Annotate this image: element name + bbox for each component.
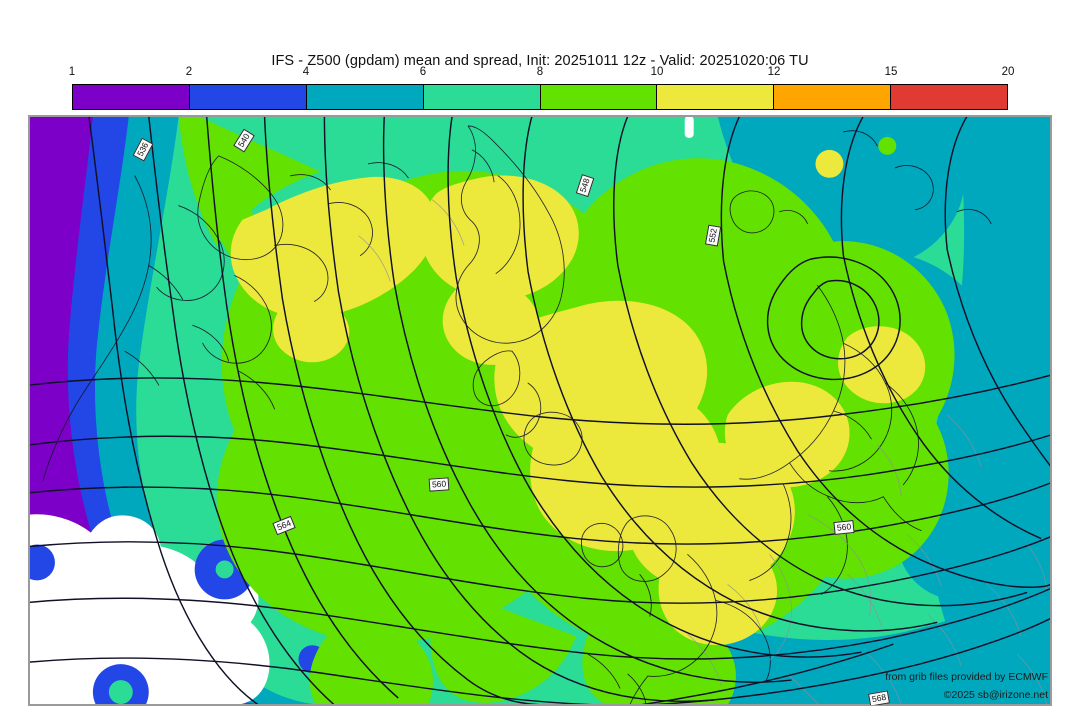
colorbar-segment-6-8 [423,85,541,109]
colorbar-segment-12-15 [774,85,892,109]
contour-label: 560 [428,477,450,492]
colorbar-segments [72,84,1008,110]
colorbar-tick-8: 8 [536,66,544,78]
colorbar: 1 2 4 6 8 10 12 15 20 [69,66,1014,110]
colorbar-segment-15-20 [891,85,1007,109]
map-canvas[interactable]: 536 540 548 552 560 560 564 568 [28,115,1052,706]
colorbar-tick-6: 6 [419,66,427,78]
country-border-layer [358,199,1048,705]
colorbar-segment-10-12 [657,85,775,109]
colorbar-segment-1-2 [73,85,190,109]
contour-label: 568 [868,690,891,705]
colorbar-segment-8-10 [540,85,658,109]
copyright-credit: ©2025 sb@irizone.net [943,689,1048,701]
data-source-credit: from grib files provided by ECMWF [885,671,1048,683]
colorbar-segment-4-6 [306,85,424,109]
colorbar-tick-20: 20 [1001,66,1015,78]
colorbar-tick-4: 4 [302,66,310,78]
colorbar-tick-10: 10 [650,66,664,78]
page-title: IFS - Z500 (gpdam) mean and spread, Init… [271,53,809,69]
colorbar-tick-15: 15 [884,66,898,78]
spread-shading-layer [29,116,1051,705]
colorbar-tick-1: 1 [68,66,76,78]
colorbar-segment-2-4 [189,85,307,109]
colorbar-tick-12: 12 [767,66,781,78]
colorbar-tick-labels: 1 2 4 6 8 10 12 15 20 [68,65,1015,83]
contour-layer [29,116,1051,705]
contour-label: 560 [833,519,855,536]
coastline-layer [42,125,992,705]
map-plot-svg [29,116,1051,705]
colorbar-tick-2: 2 [185,66,193,78]
